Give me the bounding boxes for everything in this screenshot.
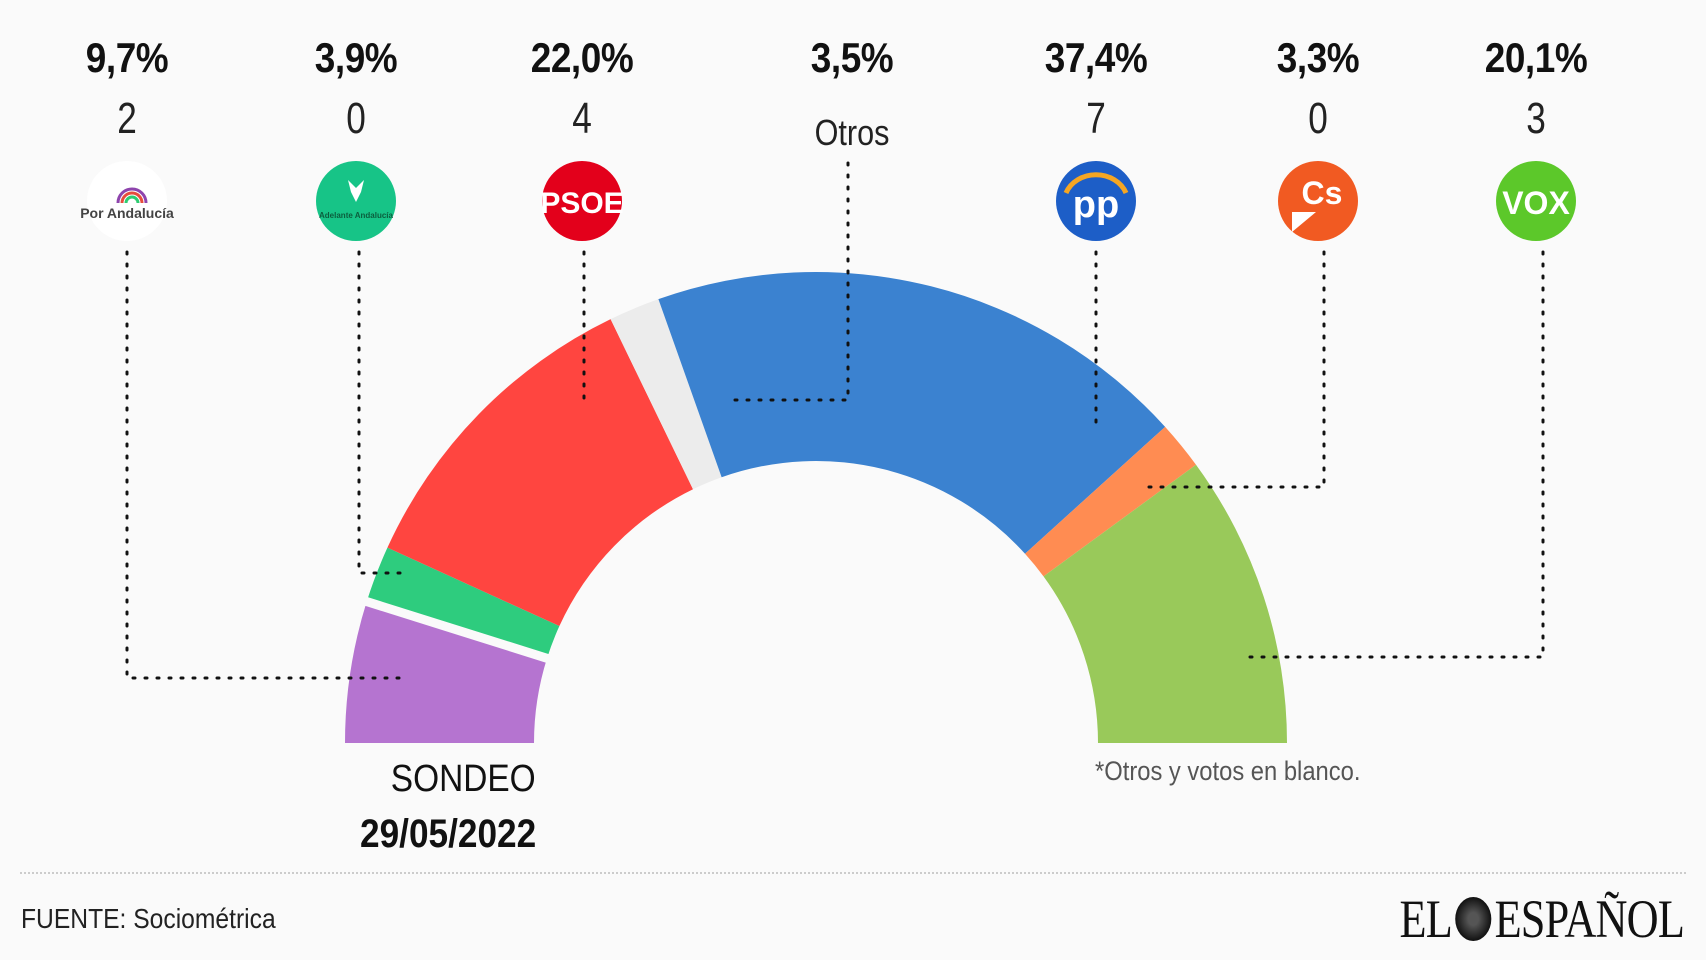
el-espanol-logo: EL ESPAÑOL <box>1399 888 1684 950</box>
lion-icon <box>1455 897 1492 941</box>
pct-label: 3,5% <box>810 34 894 81</box>
poll-date: 29/05/2022 <box>359 812 536 856</box>
rainbow-icon <box>124 195 140 204</box>
leader-line <box>357 250 410 575</box>
pct-label: 22,0% <box>530 34 634 81</box>
cs-triangle-icon <box>1292 212 1316 232</box>
brand-right: ESPAÑOL <box>1494 889 1685 949</box>
segment-gap <box>360 595 554 665</box>
pct-label: 3,9% <box>314 34 398 81</box>
rainbow-icon <box>120 191 144 204</box>
pct-label: 9,7% <box>85 34 169 81</box>
source: FUENTE: Sociométrica <box>21 903 276 934</box>
pp-logo-text: pp <box>1073 184 1119 226</box>
seats-label: 0 <box>1308 94 1328 143</box>
pct-label: 3,3% <box>1276 34 1360 81</box>
leader-line <box>125 250 410 680</box>
arc-segment-cs <box>1025 426 1196 577</box>
star-icon <box>348 180 364 202</box>
arc-segment-vox <box>1043 464 1287 743</box>
por-andalucia-logo-text: Por Andalucía <box>80 205 174 221</box>
pp-arc-icon <box>1063 172 1129 195</box>
vox-logo-text: VOX <box>1502 185 1570 221</box>
seats-label: 2 <box>117 94 137 143</box>
seats-label: 3 <box>1526 94 1546 143</box>
leader-line <box>1242 250 1545 659</box>
seats-label: 0 <box>346 94 366 143</box>
psoe-logo <box>542 161 622 241</box>
poll-label: SONDEO <box>391 758 536 800</box>
pct-label: 20,1% <box>1484 34 1588 81</box>
psoe-logo-text: PSOE <box>540 187 623 220</box>
vox-logo <box>1496 161 1576 241</box>
otros-label: Otros <box>814 112 890 153</box>
arc-segment-por-andalucía <box>345 601 548 743</box>
seats-label: 4 <box>572 94 592 143</box>
rainbow-icon <box>116 187 148 204</box>
arc-segment-psoe <box>387 319 694 627</box>
footnote: *Otros y votos en blanco. <box>1095 756 1361 786</box>
seats-label: 7 <box>1086 94 1106 143</box>
cs-logo-text: Cs <box>1302 175 1343 211</box>
divider <box>20 872 1686 874</box>
arc-segment-otros <box>610 299 722 490</box>
adelante-logo-text: Adelante Andalucía <box>319 211 393 220</box>
pct-label: 37,4% <box>1044 34 1148 81</box>
arc-segment-pp <box>658 271 1166 554</box>
brand-left: EL <box>1399 889 1452 949</box>
arc-segment-adelante-andalucía <box>366 547 560 659</box>
